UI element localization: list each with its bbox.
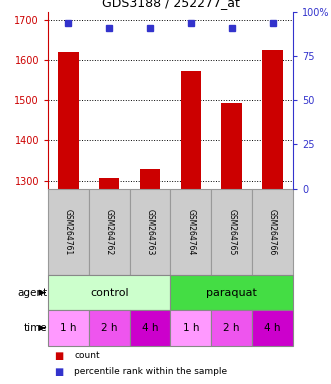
Text: GSM264766: GSM264766 xyxy=(268,209,277,255)
Bar xyxy=(140,169,160,189)
Bar xyxy=(130,189,170,275)
Bar xyxy=(252,189,293,275)
Bar xyxy=(89,310,130,346)
Bar xyxy=(170,189,211,275)
Bar xyxy=(170,310,211,346)
Bar xyxy=(181,71,201,189)
Text: GSM264764: GSM264764 xyxy=(186,209,195,255)
Bar xyxy=(262,50,283,189)
Bar xyxy=(58,52,79,189)
Text: ■: ■ xyxy=(55,367,64,377)
Title: GDS3188 / 252277_at: GDS3188 / 252277_at xyxy=(102,0,239,9)
Text: paraquat: paraquat xyxy=(206,288,257,298)
Text: control: control xyxy=(90,288,128,298)
Bar xyxy=(221,103,242,189)
Bar xyxy=(48,189,89,275)
Bar xyxy=(99,178,119,189)
Text: 1 h: 1 h xyxy=(183,323,199,333)
Bar xyxy=(48,275,170,310)
Bar xyxy=(211,310,252,346)
Text: time: time xyxy=(24,323,47,333)
Text: 2 h: 2 h xyxy=(223,323,240,333)
Bar xyxy=(48,310,89,346)
Text: count: count xyxy=(74,351,100,360)
Text: ■: ■ xyxy=(55,351,64,361)
Text: GSM264763: GSM264763 xyxy=(146,209,155,255)
Bar xyxy=(89,189,130,275)
Bar xyxy=(170,275,293,310)
Text: agent: agent xyxy=(17,288,47,298)
Text: percentile rank within the sample: percentile rank within the sample xyxy=(74,367,228,376)
Text: 4 h: 4 h xyxy=(142,323,158,333)
Text: GSM264765: GSM264765 xyxy=(227,209,236,255)
Text: GSM264762: GSM264762 xyxy=(105,209,114,255)
Bar xyxy=(130,310,170,346)
Bar xyxy=(252,310,293,346)
Text: 2 h: 2 h xyxy=(101,323,118,333)
Text: 1 h: 1 h xyxy=(60,323,77,333)
Text: 4 h: 4 h xyxy=(264,323,281,333)
Bar xyxy=(211,189,252,275)
Text: GSM264761: GSM264761 xyxy=(64,209,73,255)
